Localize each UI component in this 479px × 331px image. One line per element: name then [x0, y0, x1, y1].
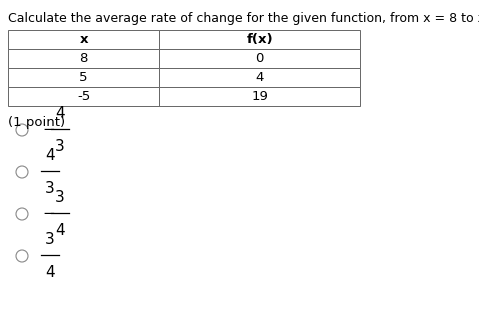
Text: 4: 4	[45, 265, 55, 280]
Text: −: −	[42, 206, 55, 220]
Text: Calculate the average rate of change for the given function, from x = 8 to x = 5: Calculate the average rate of change for…	[8, 12, 479, 25]
Text: x: x	[80, 33, 88, 46]
Text: 19: 19	[251, 90, 268, 103]
Text: −: −	[42, 121, 55, 136]
Bar	[8, 87, 160, 106]
Text: 4: 4	[255, 71, 264, 84]
Text: 8: 8	[80, 52, 88, 65]
Text: -5: -5	[77, 90, 91, 103]
Bar	[160, 68, 360, 87]
Text: 3: 3	[55, 190, 65, 205]
Text: 4: 4	[55, 106, 65, 121]
Bar	[8, 68, 160, 87]
Bar	[8, 30, 160, 49]
Text: 0: 0	[255, 52, 264, 65]
Text: 3: 3	[45, 232, 55, 247]
Bar	[160, 30, 360, 49]
Text: f(x): f(x)	[246, 33, 273, 46]
Text: 4: 4	[55, 223, 65, 238]
Text: 3: 3	[55, 139, 65, 154]
Bar	[160, 49, 360, 68]
Text: 5: 5	[80, 71, 88, 84]
Bar	[160, 87, 360, 106]
Text: 3: 3	[45, 181, 55, 196]
Bar	[8, 49, 160, 68]
Text: (1 point): (1 point)	[8, 116, 65, 129]
Text: 4: 4	[45, 148, 55, 163]
